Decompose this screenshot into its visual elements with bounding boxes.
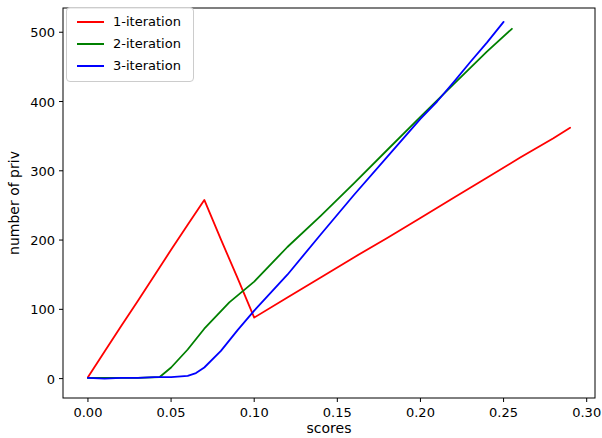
y-tick-label: 300	[30, 164, 55, 177]
y-axis-label: number of priv	[6, 151, 22, 255]
x-tick-label: 0.10	[240, 406, 269, 419]
legend-line-swatch-green	[77, 43, 104, 45]
x-tick-label: 0.30	[572, 406, 601, 419]
legend: 1-iteration 2-iteration 3-iteration	[66, 7, 194, 82]
x-tick-label: 0.20	[406, 406, 435, 419]
y-tick-label: 100	[30, 303, 55, 316]
series-line-1-iteration	[88, 128, 570, 377]
legend-label: 3-iteration	[113, 59, 181, 74]
y-tick-label: 400	[30, 95, 55, 108]
legend-item-1-iteration: 1-iteration	[77, 15, 181, 30]
legend-item-3-iteration: 3-iteration	[77, 59, 181, 74]
legend-item-2-iteration: 2-iteration	[77, 37, 181, 52]
tick-marks	[59, 32, 587, 402]
y-tick-label: 0	[47, 372, 55, 385]
legend-label: 2-iteration	[113, 37, 181, 52]
y-tick-label: 500	[30, 26, 55, 39]
x-tick-label: 0.00	[73, 406, 102, 419]
x-tick-label: 0.15	[323, 406, 352, 419]
legend-label: 1-iteration	[113, 15, 181, 30]
line-chart-figure: 0.00 0.05 0.10 0.15 0.20 0.25 0.30 0 100 200 300 4…	[0, 0, 602, 438]
y-tick-label: 200	[30, 234, 55, 247]
legend-line-swatch-blue	[77, 65, 104, 67]
x-axis-label: scores	[307, 420, 352, 436]
x-tick-label: 0.25	[489, 406, 518, 419]
x-tick-label: 0.05	[157, 406, 186, 419]
legend-line-swatch-red	[77, 21, 104, 23]
